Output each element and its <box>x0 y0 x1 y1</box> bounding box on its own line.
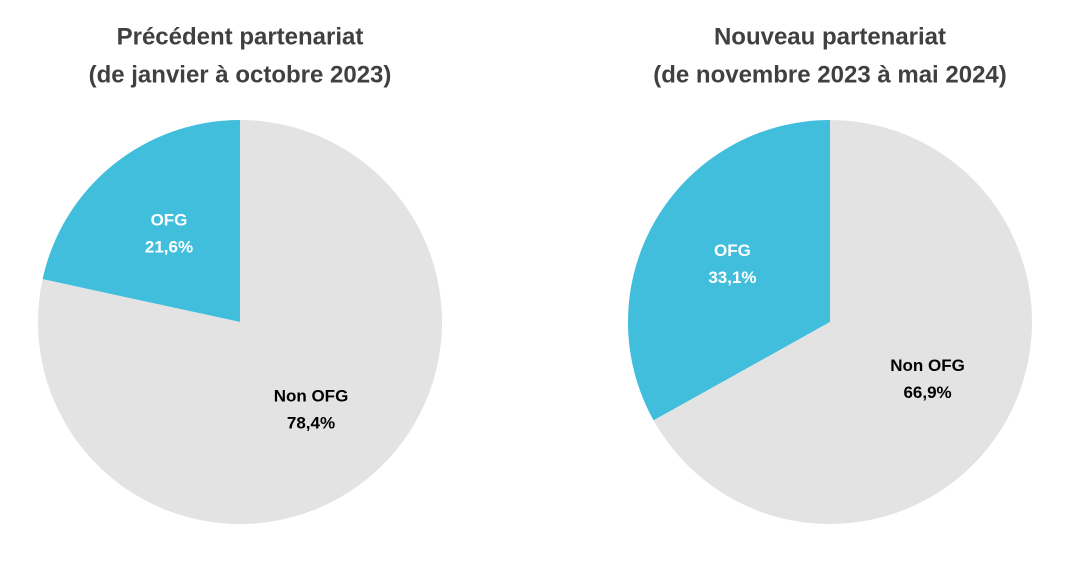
slice-value-label: 21,6% <box>145 237 193 256</box>
pie-slice <box>37 120 442 524</box>
chart-subtitle: (de novembre 2023 à mai 2024) <box>653 61 1007 88</box>
pie-slice <box>627 120 830 421</box>
slice-category: Non OFG <box>890 356 965 375</box>
pie-slice <box>653 120 1033 524</box>
chart-subtitle: (de janvier à octobre 2023) <box>89 61 392 88</box>
chart-title: Nouveau partenariat <box>714 23 946 50</box>
slice-category: OFG <box>714 241 751 260</box>
slice-value-label: 33,1% <box>708 268 756 287</box>
slice-category: Non OFG <box>274 387 349 406</box>
slice-category: OFG <box>151 210 188 229</box>
chart-title: Précédent partenariat <box>117 23 364 50</box>
slice-value-label: 66,9% <box>903 383 951 402</box>
slice-value-label: 78,4% <box>287 414 335 433</box>
pie-slice <box>42 120 240 322</box>
